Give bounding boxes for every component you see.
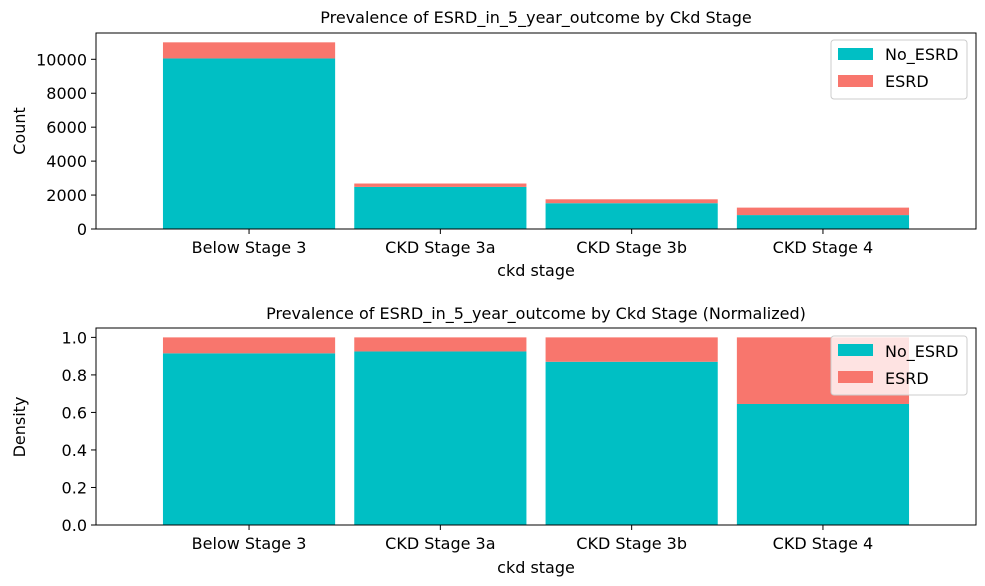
y-tick-label: 0.2 [62,478,87,497]
legend-swatch-no-esrd [838,344,873,356]
bar-below-stage-3-no-esrd [162,353,336,525]
y-tick-label: 0.0 [62,516,87,535]
y-tick-label: 4000 [46,152,87,171]
x-axis-ticks: Below Stage 3 CKD Stage 3a CKD Stage 3b CKD… [192,229,874,257]
y-tick-label: 0 [77,220,87,239]
chart-title: Prevalence of ESRD_in_5_year_outcome by … [266,304,806,324]
legend-swatch-esrd [838,75,873,87]
plot-frame [95,327,977,526]
y-tick-label: 0.8 [62,366,87,385]
bar-below-stage-3-no-esrd [162,58,336,230]
bar-below-stage-3-esrd [162,337,336,354]
legend: No_ESRD ESRD [830,335,968,396]
legend-label-esrd: ESRD [885,72,929,91]
y-axis-label: Density [10,397,29,458]
legend-label-no-esrd: No_ESRD [885,45,958,65]
bar-ckd-stage-3a-esrd [354,183,527,187]
y-axis-ticks: 0.0 0.2 0.4 0.6 0.8 1.0 [62,328,96,535]
x-tick-label: CKD Stage 4 [773,238,874,257]
x-axis-ticks: Below Stage 3 CKD Stage 3a CKD Stage 3b CKD… [192,525,874,553]
bar-ckd-stage-3a-no-esrd [354,186,527,229]
legend-swatch-esrd [838,371,873,383]
legend-label-esrd: ESRD [885,369,929,388]
chart-title: Prevalence of ESRD_in_5_year_outcome by … [320,8,751,28]
x-tick-label: Below Stage 3 [192,534,307,553]
legend-swatch-no-esrd [838,48,873,60]
plot-frame [95,32,977,230]
bar-ckd-stage-3b-esrd [545,337,718,362]
x-tick-label: CKD Stage 4 [773,534,874,553]
x-tick-label: CKD Stage 3a [385,534,495,553]
x-tick-label: CKD Stage 3b [576,534,687,553]
density-chart-panel: Prevalence of ESRD_in_5_year_outcome by … [10,304,977,577]
bar-ckd-stage-3b-esrd [545,199,718,204]
count-chart-panel: Prevalence of ESRD_in_5_year_outcome by … [10,8,977,280]
bars-group [162,337,910,525]
bar-ckd-stage-4-esrd [736,207,910,216]
bar-ckd-stage-3b-no-esrd [545,361,718,525]
bar-below-stage-3-esrd [162,42,336,59]
bars-group [162,42,910,230]
bar-ckd-stage-3a-esrd [354,337,527,352]
y-axis-ticks: 0 2000 4000 6000 8000 10000 [36,50,96,239]
y-axis-label: Count [10,107,29,155]
bar-ckd-stage-3a-no-esrd [354,351,527,525]
y-tick-label: 0.4 [62,441,87,460]
y-tick-label: 1.0 [62,328,87,347]
bar-ckd-stage-4-no-esrd [736,215,910,229]
y-tick-label: 10000 [36,50,87,69]
y-tick-label: 2000 [46,186,87,205]
x-axis-label: ckd stage [497,261,575,280]
y-tick-label: 6000 [46,118,87,137]
legend-label-no-esrd: No_ESRD [885,342,958,362]
y-tick-label: 0.6 [62,403,87,422]
bar-ckd-stage-4-no-esrd [736,403,910,525]
bar-ckd-stage-3b-no-esrd [545,203,718,229]
x-tick-label: CKD Stage 3b [576,238,687,257]
x-axis-label: ckd stage [497,558,575,577]
y-tick-label: 8000 [46,84,87,103]
x-tick-label: Below Stage 3 [192,238,307,257]
x-tick-label: CKD Stage 3a [385,238,495,257]
legend: No_ESRD ESRD [830,39,968,100]
